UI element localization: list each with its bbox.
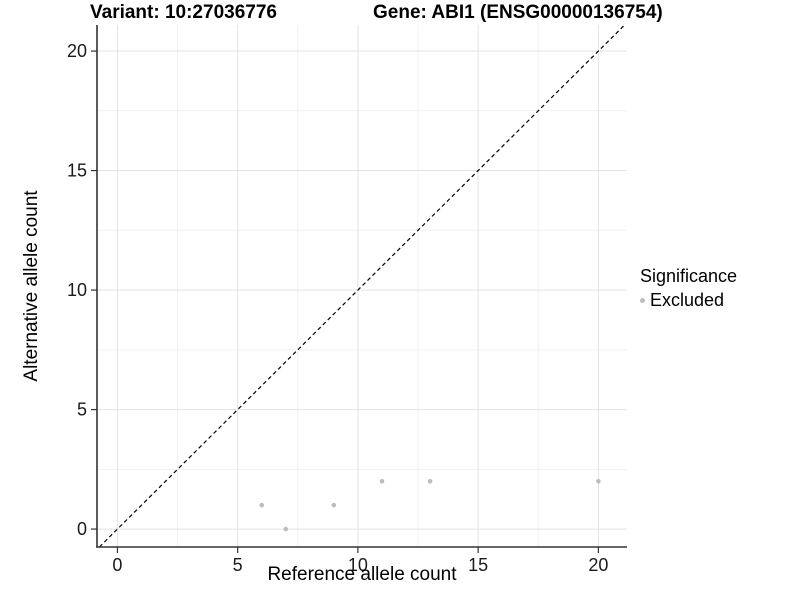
y-tick-label: 10 [67,280,87,300]
legend: Significance Excluded [640,266,737,311]
x-axis-title: Reference allele count [267,564,457,585]
legend-point-icon [640,298,645,303]
legend-item-excluded: Excluded [640,290,737,311]
x-tick-label: 20 [588,555,608,575]
gene-title: Gene: ABI1 (ENSG00000136754) [373,2,663,23]
x-tick-label: 0 [112,555,122,575]
identity-line [98,24,626,548]
data-point [259,502,265,508]
x-tick-label: 15 [468,555,488,575]
y-tick-label: 5 [77,400,87,420]
data-point [427,478,433,484]
y-tick-label: 20 [67,41,87,61]
y-tick-label: 15 [67,161,87,181]
x-tick-label: 10 [348,555,368,575]
x-tick-label: 5 [233,555,243,575]
legend-title: Significance [640,266,738,286]
y-axis-title: Alternative allele count [21,190,42,382]
variant-title: Variant: 10:27036776 [90,2,277,23]
data-point [283,526,289,532]
data-point [331,502,337,508]
y-tick-label: 0 [77,519,87,539]
data-point [596,478,601,484]
legend-item-label: Excluded [650,290,725,310]
data-point [379,478,385,484]
